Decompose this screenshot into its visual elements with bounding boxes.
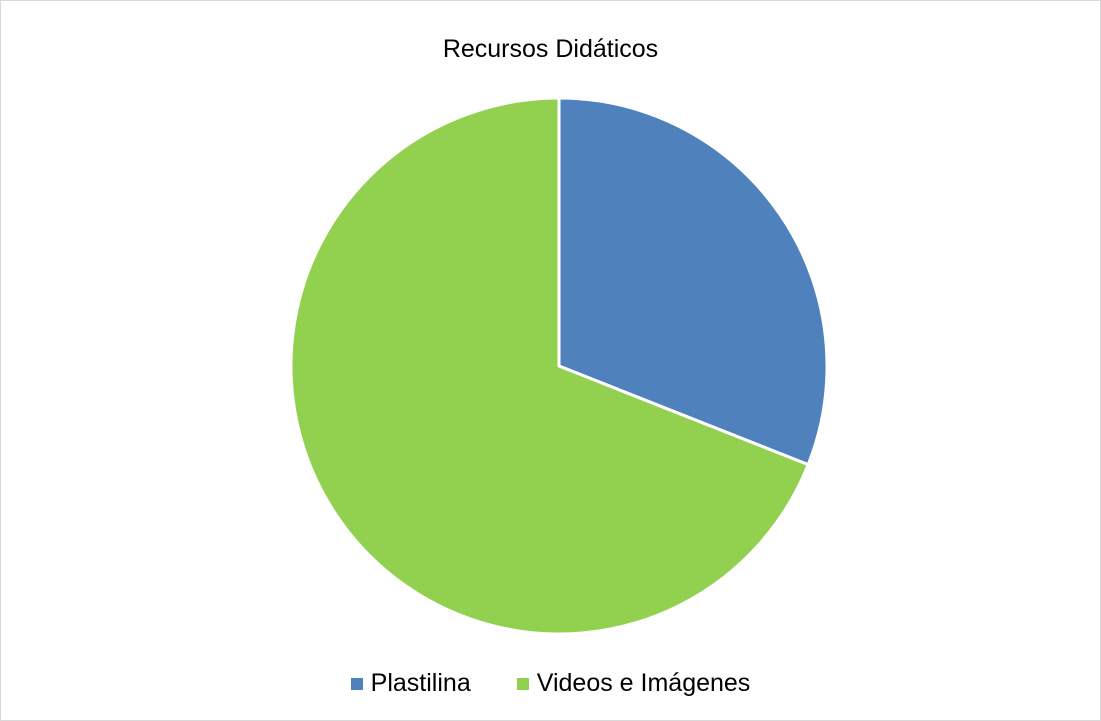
chart-title: Recursos Didáticos [442, 35, 659, 63]
legend-item-plastilina: Plastilina [350, 669, 471, 698]
legend-label: Plastilina [370, 669, 471, 697]
pie-slice-videos-e-imágenes [289, 96, 810, 636]
legend-label: Videos e Imágenes [536, 669, 751, 697]
legend-swatch [350, 677, 363, 690]
legend-swatch [516, 677, 529, 690]
legend-item-videos-e-imágenes: Videos e Imágenes [516, 669, 751, 698]
pie-slice-plastilina [557, 96, 829, 467]
chart-legend: Plastilina Videos e Imágenes [0, 669, 1101, 698]
